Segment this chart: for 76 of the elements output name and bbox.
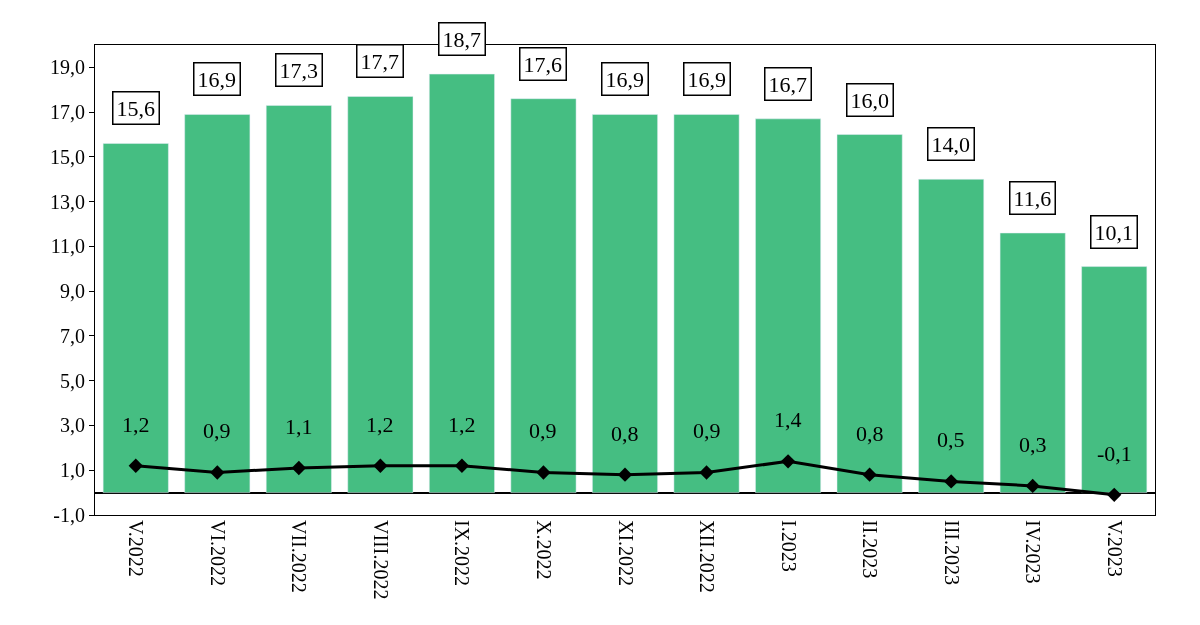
- data-label: 14,0: [931, 131, 970, 157]
- bar: [918, 179, 985, 493]
- data-label: 0,9: [693, 418, 721, 443]
- x-tick-label: I.2023: [777, 520, 800, 572]
- point: [944, 474, 959, 489]
- x-tick-label: VII.2022: [288, 520, 311, 593]
- data-label: 16,9: [197, 66, 236, 92]
- point: [454, 458, 470, 473]
- data-label: 0,8: [611, 421, 639, 446]
- point: [862, 467, 877, 482]
- data-label: 0,9: [203, 418, 231, 443]
- bar: [347, 96, 414, 493]
- bar: [836, 134, 903, 493]
- data-label: 17,7: [360, 48, 399, 74]
- y-tick-label: 17,0: [50, 101, 85, 124]
- bar: [265, 105, 332, 493]
- x-tick-label: III.2023: [940, 520, 963, 585]
- x-tick-label: IX.2022: [451, 520, 474, 587]
- data-label: 17,3: [279, 57, 318, 83]
- data-label: 0,5: [937, 427, 965, 452]
- x-tick-label: VIII.2022: [369, 520, 392, 600]
- bar: [755, 118, 821, 493]
- point: [291, 460, 306, 476]
- bar: [673, 114, 740, 493]
- bar: [592, 114, 658, 493]
- data-label: 10,1: [1094, 219, 1133, 245]
- data-label: 16,9: [687, 66, 726, 92]
- data-label: 11,6: [1013, 185, 1052, 211]
- y-tick-label: 9,0: [60, 280, 85, 303]
- data-label: 16,7: [768, 71, 807, 97]
- x-tick-label: V.2023: [1103, 520, 1126, 577]
- data-label: 1,1: [285, 414, 313, 439]
- bar: [1081, 266, 1148, 493]
- point: [780, 454, 796, 469]
- bar: [184, 114, 251, 493]
- x-tick-label: II.2023: [859, 520, 882, 579]
- y-tick-label: 7,0: [60, 324, 85, 347]
- x-tick-label: X.2022: [532, 520, 555, 580]
- y-tick-label: -1,0: [53, 504, 85, 526]
- y-tick-label: 1,0: [60, 459, 85, 482]
- x-tick-label: XII.2022: [696, 520, 719, 593]
- data-label: 17,6: [523, 51, 562, 77]
- point: [536, 465, 551, 480]
- data-label: 1,2: [448, 412, 476, 437]
- y-tick-label: 11,0: [50, 235, 85, 258]
- point: [128, 458, 143, 473]
- point: [617, 467, 633, 482]
- bar: [999, 232, 1066, 493]
- data-label: 16,0: [850, 87, 889, 113]
- bar: [429, 73, 495, 493]
- point: [699, 465, 714, 480]
- bar: [102, 143, 169, 493]
- data-label: 0,3: [1019, 432, 1047, 457]
- data-label: 1,2: [366, 412, 394, 437]
- y-tick-label: 3,0: [60, 414, 85, 437]
- point: [210, 465, 225, 480]
- data-label: 18,7: [442, 26, 481, 52]
- data-label: 15,6: [116, 95, 155, 121]
- x-tick-label: XI.2022: [614, 520, 637, 587]
- data-label: 16,9: [605, 66, 644, 92]
- x-tick-label: V.2022: [125, 520, 148, 577]
- y-tick-label: 13,0: [50, 190, 85, 213]
- data-label: 0,9: [529, 418, 557, 443]
- bar: [510, 98, 577, 493]
- x-tick-label: VI.2022: [206, 520, 229, 587]
- y-tick-label: 15,0: [50, 145, 85, 168]
- x-tick-label: IV.2023: [1022, 520, 1045, 584]
- point: [373, 458, 388, 473]
- y-tick-label: 19,0: [50, 56, 85, 79]
- y-tick-label: 5,0: [60, 369, 85, 392]
- data-label: 1,2: [122, 412, 150, 437]
- data-label: -0,1: [1097, 441, 1132, 466]
- data-label: 1,4: [774, 407, 802, 432]
- point: [1107, 487, 1122, 503]
- point: [1025, 478, 1040, 494]
- data-label: 0,8: [856, 421, 884, 446]
